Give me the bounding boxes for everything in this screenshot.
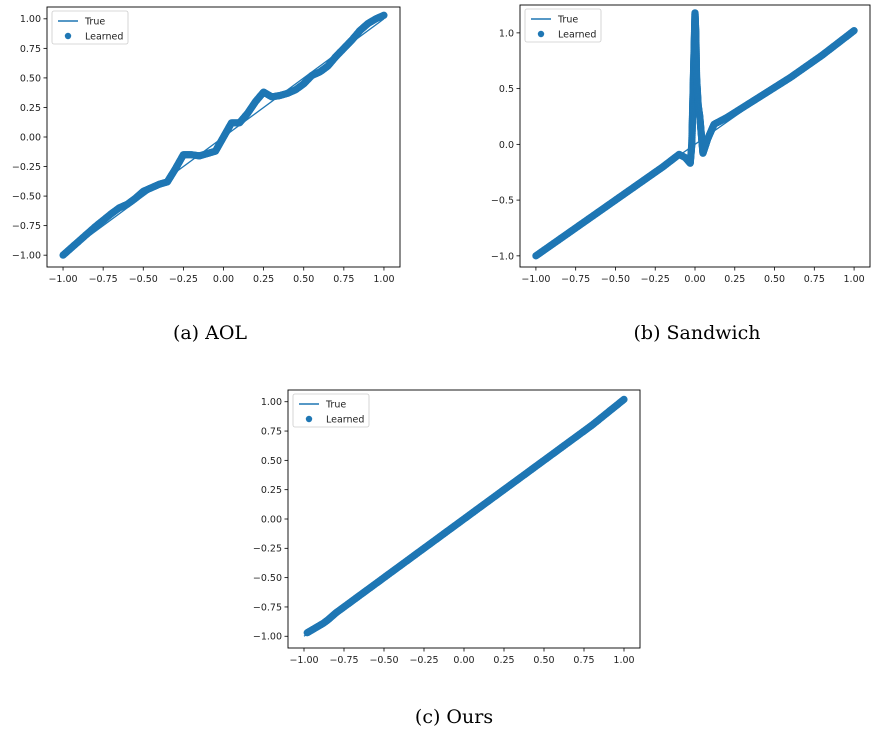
x-tick-label: −0.50 xyxy=(601,274,630,285)
x-tick-label: 0.50 xyxy=(293,274,314,285)
caption-ours: (c) Ours xyxy=(414,706,494,728)
x-tick-label: 0.00 xyxy=(213,274,234,285)
x-tick-label: −0.75 xyxy=(329,655,358,666)
legend-learned-swatch xyxy=(305,415,313,423)
x-tick-label: −0.50 xyxy=(129,274,158,285)
y-tick-label: 1.00 xyxy=(20,14,41,25)
y-tick-label: −1.0 xyxy=(491,251,514,262)
legend-true-label: True xyxy=(557,15,578,26)
legend-learned-label: Learned xyxy=(326,415,364,426)
learned-point xyxy=(380,11,388,19)
y-tick-label: 0.50 xyxy=(20,73,41,84)
x-tick-label: 1.00 xyxy=(613,655,634,666)
caption-aol: (a) AOL xyxy=(172,322,248,344)
x-tick-label: 0.75 xyxy=(804,274,825,285)
y-tick-label: −0.75 xyxy=(12,221,41,232)
y-tick-label: 1.00 xyxy=(261,397,282,408)
legend-true-label: True xyxy=(325,400,346,411)
x-tick-label: 0.75 xyxy=(573,655,594,666)
x-tick-label: 1.00 xyxy=(844,274,865,285)
x-tick-label: −1.00 xyxy=(521,274,550,285)
y-tick-label: 0.0 xyxy=(499,140,514,151)
caption-sandwich: (b) Sandwich xyxy=(633,322,761,344)
y-tick-label: −0.50 xyxy=(12,191,41,202)
true-series-line xyxy=(303,401,625,637)
legend-learned-swatch xyxy=(537,30,545,38)
x-tick-label: −0.25 xyxy=(409,655,438,666)
x-tick-label: −0.50 xyxy=(369,655,398,666)
chart-aol: −1.00 −0.75 −0.50 −0.25 0.00 0.25 0.50 0.75 1.00… xyxy=(12,6,401,285)
y-tick-label: 0.25 xyxy=(261,485,282,496)
y-tick-label: −1.00 xyxy=(12,251,41,262)
y-tick-label: 0.00 xyxy=(20,132,41,143)
y-tick-label: −0.50 xyxy=(253,573,282,584)
y-tick-label: −0.5 xyxy=(491,196,514,207)
legend: True Learned xyxy=(292,393,370,428)
y-tick-label: 0.75 xyxy=(20,44,41,55)
x-tick-label: −0.75 xyxy=(89,274,118,285)
x-tick-label: −0.25 xyxy=(169,274,198,285)
y-tick-label: −0.25 xyxy=(12,162,41,173)
learned-point xyxy=(620,395,628,403)
x-tick-label: 0.25 xyxy=(253,274,274,285)
learned-point xyxy=(850,27,858,35)
y-tick-label: 0.75 xyxy=(261,426,282,437)
y-tick-label: 0.00 xyxy=(261,514,282,525)
x-tick-label: 0.50 xyxy=(533,655,554,666)
true-series-line xyxy=(62,18,385,256)
chart-ours: −1.00 −0.75 −0.50 −0.25 0.00 0.25 0.50 0.75 1.00… xyxy=(253,389,641,666)
y-tick-label: −0.25 xyxy=(253,544,282,555)
x-tick-label: 0.75 xyxy=(333,274,354,285)
y-tick-label: 1.0 xyxy=(499,28,514,39)
x-tick-label: 0.50 xyxy=(764,274,785,285)
x-tick-label: 0.00 xyxy=(684,274,705,285)
legend-true-label: True xyxy=(84,17,105,28)
y-tick-label: 0.50 xyxy=(261,456,282,467)
legend-learned-label: Learned xyxy=(558,30,596,41)
legend-learned-swatch xyxy=(64,32,72,40)
learned-series xyxy=(532,9,858,260)
legend: True Learned xyxy=(51,10,129,45)
y-tick-label: −1.00 xyxy=(253,632,282,643)
x-tick-label: −0.25 xyxy=(641,274,670,285)
x-tick-label: 1.00 xyxy=(373,274,394,285)
x-tick-label: −1.00 xyxy=(289,655,318,666)
y-tick-label: 0.5 xyxy=(499,84,514,95)
x-tick-label: −1.00 xyxy=(48,274,77,285)
true-series-line xyxy=(535,32,855,257)
x-tick-label: 0.25 xyxy=(724,274,745,285)
y-tick-label: 0.25 xyxy=(20,103,41,114)
x-tick-label: 0.25 xyxy=(493,655,514,666)
legend: True Learned xyxy=(524,8,602,43)
y-tick-label: −0.75 xyxy=(253,602,282,613)
legend-learned-label: Learned xyxy=(85,32,123,43)
x-tick-label: −0.75 xyxy=(561,274,590,285)
x-tick-label: 0.00 xyxy=(453,655,474,666)
chart-sandwich: −1.00 −0.75 −0.50 −0.25 0.00 0.25 0.50 0.75 1.00… xyxy=(491,4,871,285)
